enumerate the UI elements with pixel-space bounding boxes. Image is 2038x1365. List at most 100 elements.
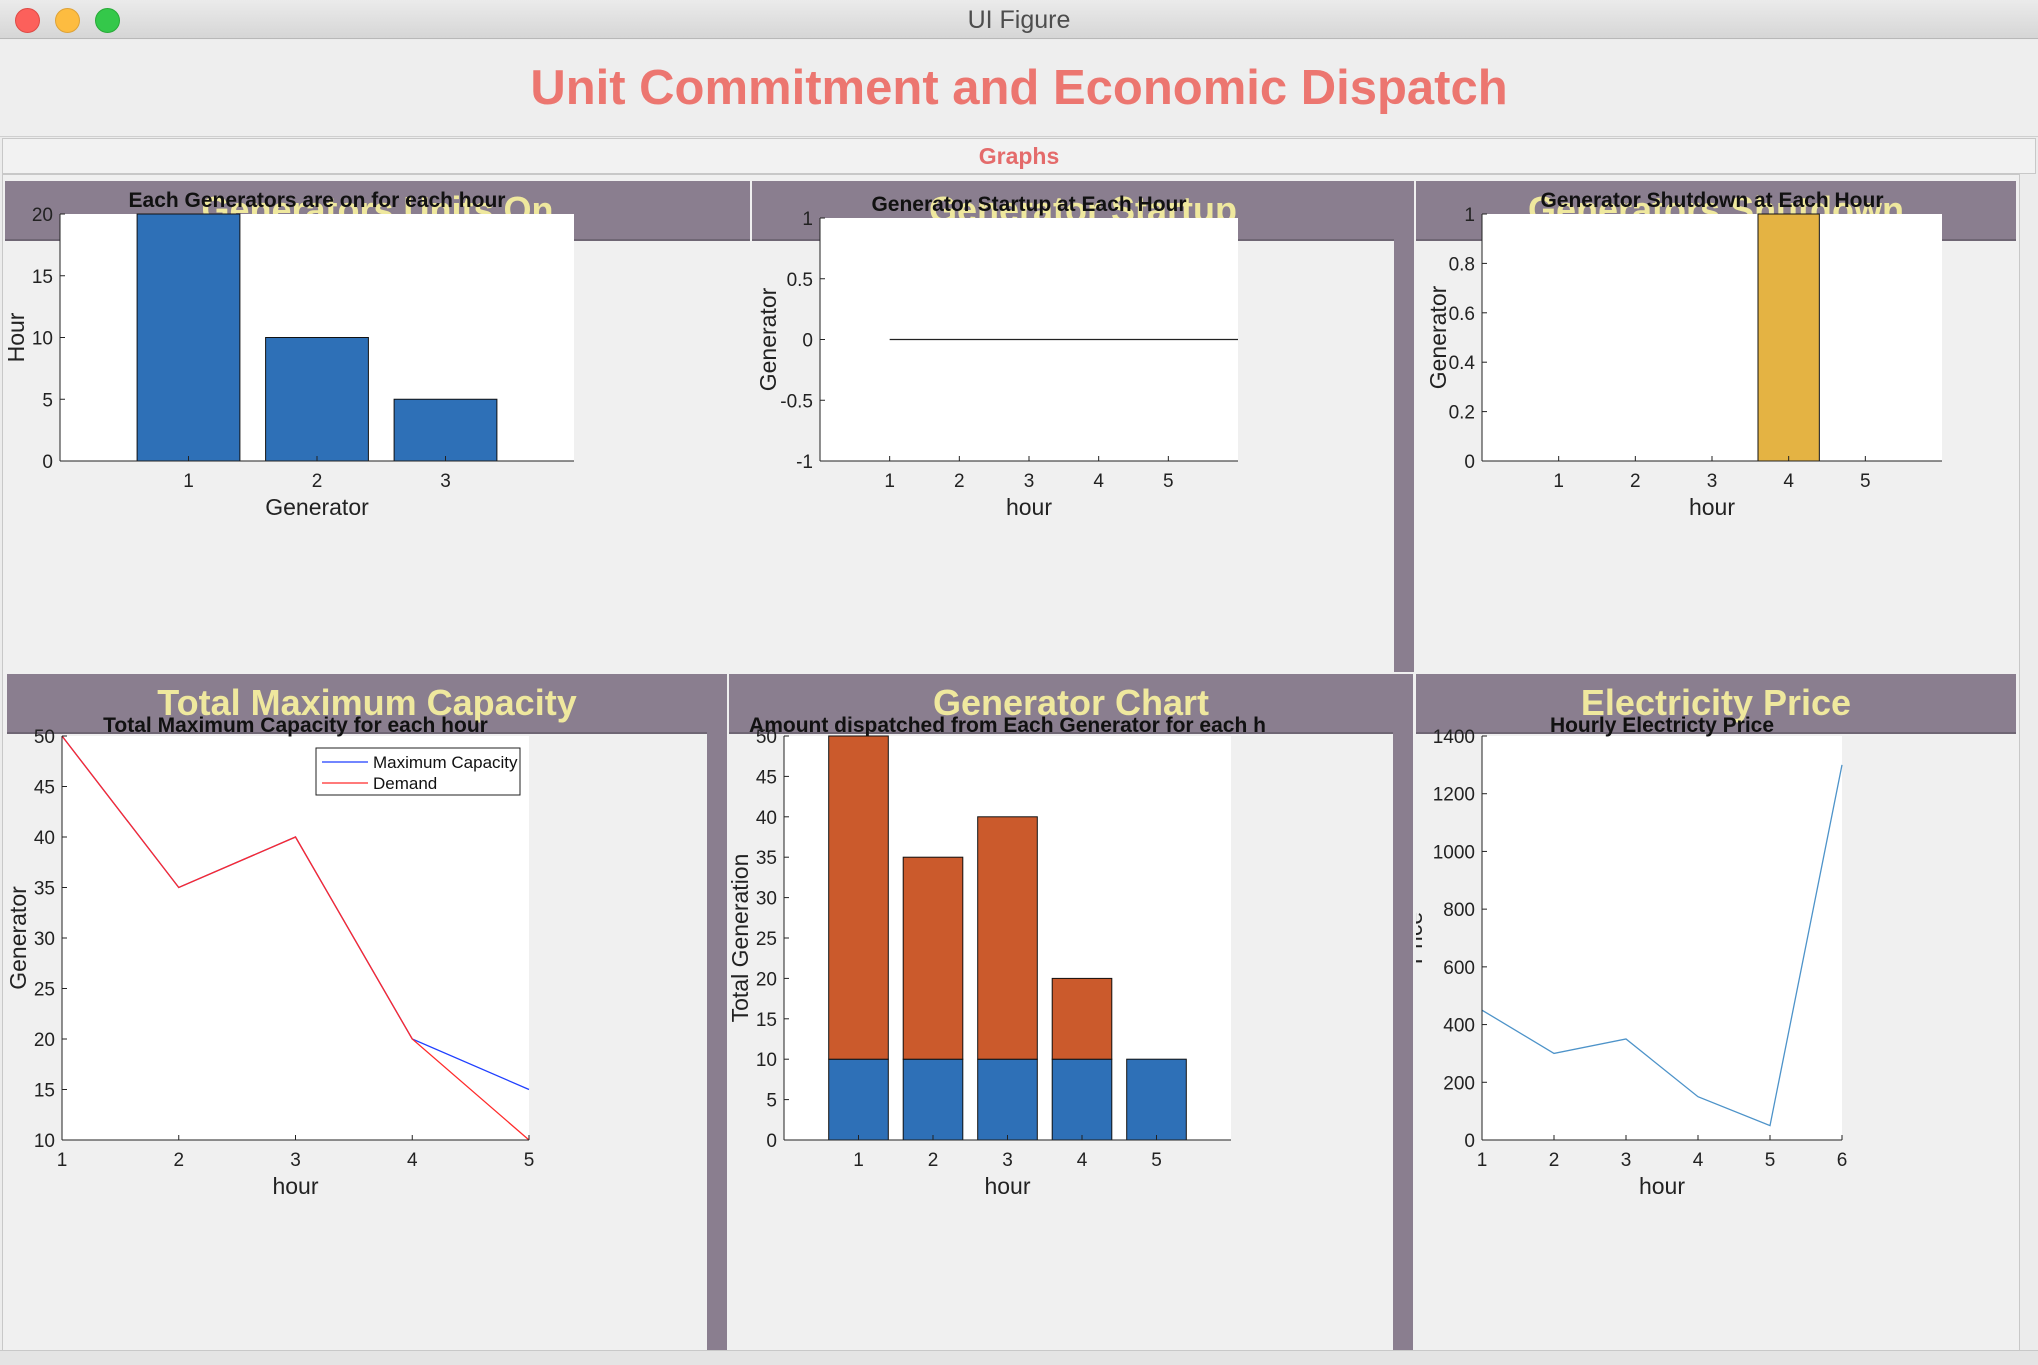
stacked-bar-segment xyxy=(977,1058,1038,1141)
y-tick-label: 20 xyxy=(32,205,53,226)
y-tick-label: 30 xyxy=(756,889,777,910)
x-axis-label: hour xyxy=(1006,494,1052,520)
y-tick-label: 1400 xyxy=(1433,727,1475,748)
x-tick-label: 1 xyxy=(1553,471,1564,492)
bar xyxy=(265,337,369,462)
panel-units-on: Generators Units On Each Generators are … xyxy=(5,181,750,672)
y-tick-label: 10 xyxy=(32,329,53,350)
chart-title: Generator Startup at Each Hour xyxy=(871,193,1186,216)
x-tick-label: 3 xyxy=(440,471,451,492)
x-tick-label: 4 xyxy=(1783,471,1794,492)
chart-title: Generator Shutdown at Each Hour xyxy=(1540,189,1883,212)
dispatch-chart: Amount dispatched from Each Generator fo… xyxy=(729,714,1266,1199)
plot-area xyxy=(1482,214,1942,461)
y-tick-label: 1 xyxy=(802,209,813,230)
y-tick-label: 0.5 xyxy=(787,270,813,291)
y-tick-label: 50 xyxy=(756,727,777,748)
stacked-bar-segment xyxy=(1126,1058,1187,1141)
y-tick-label: 200 xyxy=(1443,1073,1475,1094)
y-tick-label: 40 xyxy=(34,828,55,849)
y-tick-label: 45 xyxy=(756,767,777,788)
stacked-bar-segment xyxy=(828,735,889,1060)
y-tick-label: -0.5 xyxy=(780,391,813,412)
x-tick-label: 3 xyxy=(1002,1150,1013,1171)
panel-title: Generator Chart xyxy=(729,674,1413,734)
x-tick-label: 3 xyxy=(1621,1150,1632,1171)
y-tick-label: 45 xyxy=(34,778,55,799)
y-tick-label: 5 xyxy=(42,390,53,411)
y-axis-label: Hour xyxy=(5,312,29,362)
panel-title: Total Maximum Capacity xyxy=(7,674,727,734)
shutdown-chart: Generator Shutdown at Each Hour 1 2 3 4 5 0 0.2… xyxy=(1425,189,1942,520)
y-tick-label: 800 xyxy=(1443,900,1475,921)
x-tick-label: 4 xyxy=(1093,471,1104,492)
y-axis-label: Generator xyxy=(7,886,31,990)
series-line xyxy=(1481,764,1843,1127)
y-tick-label: 0 xyxy=(766,1131,777,1152)
x-tick-label: 1 xyxy=(57,1150,68,1171)
capacity-chart: Total Maximum Capacity for each hour Maxi… xyxy=(7,714,534,1199)
y-tick-label: 0.4 xyxy=(1449,353,1476,374)
app-title: Unit Commitment and Economic Dispatch xyxy=(0,40,2038,137)
y-tick-label: 50 xyxy=(34,727,55,748)
legend xyxy=(315,747,521,796)
y-tick-label: 1000 xyxy=(1433,842,1475,863)
x-tick-label: 3 xyxy=(290,1150,301,1171)
x-tick-label: 4 xyxy=(407,1150,418,1171)
x-tick-label: 4 xyxy=(1693,1150,1704,1171)
price-chart: Hourly Electricty Price 1 2 3 4 5 6 0 200 400 600 8… xyxy=(1416,714,1847,1199)
x-tick-label: 1 xyxy=(1477,1150,1488,1171)
stacked-bar-segment xyxy=(1051,977,1113,1060)
x-tick-label: 5 xyxy=(1860,471,1871,492)
x-tick-label: 5 xyxy=(1151,1150,1162,1171)
x-tick-label: 1 xyxy=(884,471,895,492)
x-tick-label: 5 xyxy=(1163,471,1174,492)
panel-scroll-edge xyxy=(1394,239,1414,672)
y-tick-label: 20 xyxy=(756,969,777,990)
y-axis-label: Generator xyxy=(1425,285,1451,389)
x-tick-label: 3 xyxy=(1707,471,1718,492)
startup-chart: Generator Startup at Each Hour 1 2 3 4 5 -1 -0.… xyxy=(755,193,1238,520)
y-tick-label: 15 xyxy=(32,267,53,288)
x-tick-label: 4 xyxy=(1077,1150,1088,1171)
y-tick-label: 10 xyxy=(34,1131,55,1152)
x-tick-label: 2 xyxy=(928,1150,939,1171)
panel-generator-chart: Generator Chart Amount dispatched from E… xyxy=(729,674,1413,1350)
y-tick-label: 1200 xyxy=(1433,785,1475,806)
tab-graphs[interactable]: Graphs xyxy=(978,143,1060,169)
y-tick-label: 30 xyxy=(34,929,55,950)
window-bottom-edge xyxy=(0,1350,2038,1365)
y-tick-label: 0.6 xyxy=(1449,304,1475,325)
y-axis-label: Generator xyxy=(755,287,781,391)
y-tick-label: 0 xyxy=(1464,452,1475,473)
y-tick-label: -1 xyxy=(796,452,813,473)
panel-shutdown: Generators Shutdown Generator Shutdown a… xyxy=(1416,181,2016,672)
x-tick-label: 2 xyxy=(954,471,965,492)
legend-label: Demand xyxy=(373,774,437,793)
stacked-bar-segment xyxy=(902,1058,964,1141)
y-tick-label: 1 xyxy=(1464,205,1475,226)
y-tick-label: 0 xyxy=(1464,1131,1475,1152)
stacked-bar-segment xyxy=(977,816,1038,1060)
zoom-window-button[interactable] xyxy=(95,8,120,33)
close-window-button[interactable] xyxy=(15,8,40,33)
minimize-window-button[interactable] xyxy=(55,8,80,33)
units-on-chart: Each Generators are on for each hour 1 2 3 0… xyxy=(5,189,574,520)
series-line xyxy=(61,735,530,1141)
x-tick-label: 3 xyxy=(1024,471,1035,492)
y-tick-label: 20 xyxy=(34,1030,55,1051)
y-axis-label: Total Generation xyxy=(729,854,753,1023)
y-tick-label: 25 xyxy=(756,929,777,950)
chart-title: Hourly Electricty Price xyxy=(1550,714,1774,737)
panel-scroll-edge xyxy=(1393,732,1413,1350)
panel-startup: Generator Startup Generator Startup at E… xyxy=(752,181,1414,672)
x-axis-label: hour xyxy=(1689,494,1735,520)
y-tick-label: 15 xyxy=(34,1081,55,1102)
y-tick-label: 10 xyxy=(756,1050,777,1071)
stacked-bar-segment xyxy=(828,1058,889,1141)
legend-label: Maximum Capacity xyxy=(373,753,518,772)
chart-title: Each Generators are on for each hour xyxy=(129,189,506,212)
bar xyxy=(393,398,498,462)
panel-capacity: Total Maximum Capacity Total Maximum Cap… xyxy=(7,674,727,1350)
chart-title: Amount dispatched from Each Generator fo… xyxy=(749,714,1266,737)
